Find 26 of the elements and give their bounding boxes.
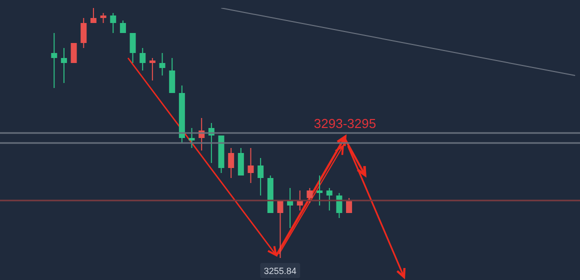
annotation: 3255.84: [264, 266, 296, 276]
candlestick: [316, 175, 323, 206]
candlestick: [346, 198, 352, 214]
candlestick: [248, 148, 254, 184]
candlestick: [306, 188, 313, 204]
candlestick: [326, 188, 332, 211]
candlestick: [130, 32, 136, 64]
candlestick: [110, 12, 116, 34]
candlestick: [336, 192, 342, 218]
candlestick: [60, 48, 67, 84]
candlestick: [258, 158, 264, 196]
candlestick: [228, 148, 234, 178]
candlestick: [100, 12, 106, 24]
candlestick: [277, 200, 284, 258]
candlestick: [169, 58, 176, 94]
annotation: 3293-3295: [314, 116, 376, 131]
candlestick: [120, 20, 126, 34]
candlestick: [149, 58, 156, 81]
candlestick: [188, 128, 195, 148]
candlestick: [140, 48, 146, 71]
candlestick: [159, 52, 166, 76]
candlestick: [90, 8, 96, 24]
candlestick: [80, 18, 87, 48]
candlestick: [51, 32, 58, 88]
candlestick: [70, 43, 77, 63]
candlestick: [238, 148, 244, 176]
